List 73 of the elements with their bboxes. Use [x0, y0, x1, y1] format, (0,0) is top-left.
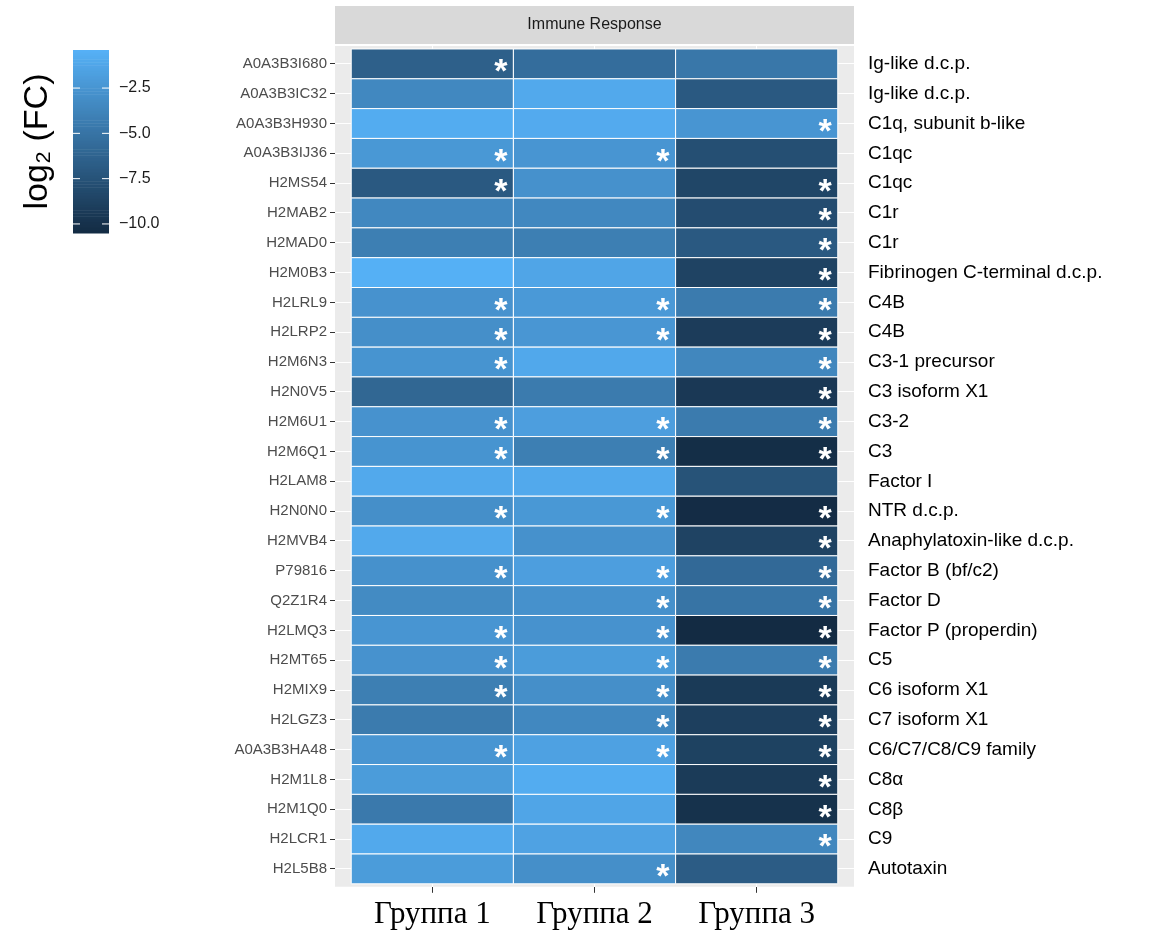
y-tick-label: A0A3B3IC32 [240, 83, 327, 101]
y2-tick-label: Ig-like d.c.p. [868, 52, 971, 74]
y2-tick-label: C6/C7/C8/C9 family [868, 737, 1037, 759]
y2-tick-label: Factor D [868, 588, 941, 610]
y-tick-label: H2MT65 [269, 650, 327, 668]
y2-tick-label: Autotaxin [868, 857, 948, 879]
data-label: * [656, 140, 671, 179]
data-label: * [494, 51, 509, 90]
y-tick-label: H2LAM8 [268, 471, 327, 489]
color-bar-label: −10.0 [119, 214, 160, 232]
y2-tick-label: Factor I [868, 469, 933, 491]
color-bar-label: −5.0 [119, 123, 151, 141]
y-tick-label: A0A3B3I680 [242, 54, 327, 72]
y-tick-label: H2M6U1 [267, 411, 327, 429]
y2-tick-label: C4B [868, 320, 905, 342]
y2-tick-label: C8α [868, 767, 904, 789]
data-label: * [656, 498, 671, 537]
y-tick-label: H2M0B3 [268, 262, 327, 280]
y2-tick-label: C1q, subunit b-like [868, 111, 1026, 133]
y2-tick-label: Factor P (properdin) [868, 618, 1038, 640]
y-tick-label: H2LRL9 [271, 292, 327, 310]
data-label: * [494, 737, 509, 776]
y-tick-label: H2M6Q1 [266, 441, 327, 459]
y-tick-label: H2M6N3 [267, 352, 327, 370]
y-tick-label: A0A3B3HA48 [234, 739, 327, 757]
y-tick-label: H2LGZ3 [270, 709, 327, 727]
color-bar-label: −2.5 [119, 78, 151, 96]
y-tick-label: A0A3B3H930 [236, 113, 327, 131]
color-bar-title: log₂ (FC) [16, 73, 55, 210]
y-tick-label: Q2Z1R4 [270, 590, 327, 608]
y2-tick-label: C6 isoform X1 [868, 678, 989, 700]
y-tick-label: H2N0V5 [270, 382, 327, 399]
y2-tick-label: Anaphylatoxin-like d.c.p. [868, 529, 1074, 551]
y-tick-label: H2MIX9 [272, 680, 327, 698]
y-tick-label: H2MVB4 [266, 531, 327, 549]
data-label: * [494, 498, 509, 537]
y2-tick-label: C3 isoform X1 [868, 380, 989, 402]
y2-tick-label: C1r [868, 231, 900, 253]
y2-tick-label: Factor B (bf/c2) [868, 558, 999, 580]
y-tick-label: A0A3B3IJ36 [243, 143, 327, 161]
y2-tick-label: C1qc [868, 171, 913, 193]
data-label: * [656, 856, 671, 895]
y-tick-label: H2L5B8 [272, 859, 327, 877]
x-tick-label: Группа 2 [536, 894, 653, 930]
y2-tick-label: C3-2 [868, 409, 910, 431]
y-tick-label: H2M1Q0 [266, 799, 327, 817]
y-tick-label: H2MAB2 [266, 203, 327, 221]
y2-tick-label: Fibrinogen C-terminal d.c.p. [868, 260, 1103, 282]
y2-tick-label: C4B [868, 290, 905, 312]
y2-tick-label: C5 [868, 648, 893, 670]
y2-tick-label: C3 [868, 439, 893, 461]
y2-tick-label: Ig-like d.c.p. [868, 81, 971, 103]
y-tick-label: H2M1L8 [270, 769, 327, 787]
y2-tick-label: C3-1 precursor [868, 350, 996, 372]
y-tick-label: P79816 [275, 560, 327, 578]
y-tick-label: H2N0N0 [269, 501, 327, 519]
y-tick-label: H2LCR1 [269, 829, 327, 847]
y2-tick-label: C1r [868, 201, 900, 223]
y2-tick-label: C8β [868, 797, 904, 819]
y2-tick-label: C7 isoform X1 [868, 708, 989, 730]
y-tick-label: H2MAD0 [266, 232, 327, 250]
y-tick-label: H2LRP2 [270, 322, 327, 340]
y-tick-label: H2LMQ3 [266, 620, 327, 638]
y2-tick-label: C1qc [868, 141, 913, 163]
x-tick-label: Группа 3 [698, 894, 816, 930]
y2-tick-label: C9 [868, 827, 893, 849]
x-tick-label: Группа 1 [373, 894, 491, 930]
y-tick-label: H2MS54 [268, 173, 327, 191]
chart-title: Immune Response [527, 15, 662, 33]
data-label: * [494, 558, 509, 597]
y2-tick-label: NTR d.c.p. [868, 499, 959, 521]
data-label: * [818, 110, 833, 149]
color-bar-label: −7.5 [119, 169, 151, 187]
